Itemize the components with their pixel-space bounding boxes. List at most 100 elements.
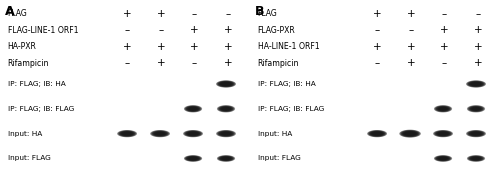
Polygon shape bbox=[217, 105, 235, 112]
Text: Input: HA: Input: HA bbox=[8, 131, 42, 137]
Polygon shape bbox=[118, 130, 136, 137]
Text: –: – bbox=[442, 9, 447, 19]
Polygon shape bbox=[471, 107, 481, 111]
Polygon shape bbox=[468, 106, 484, 112]
Polygon shape bbox=[220, 106, 232, 111]
Text: –: – bbox=[226, 9, 231, 19]
Polygon shape bbox=[474, 133, 478, 135]
Text: –: – bbox=[192, 9, 197, 19]
Polygon shape bbox=[220, 82, 232, 86]
Polygon shape bbox=[473, 157, 480, 160]
Polygon shape bbox=[437, 156, 449, 161]
Text: IP: FLAG; IB: FLAG: IP: FLAG; IB: FLAG bbox=[258, 106, 324, 112]
Text: –: – bbox=[408, 25, 414, 35]
Polygon shape bbox=[374, 133, 380, 135]
Polygon shape bbox=[188, 157, 198, 160]
Polygon shape bbox=[156, 132, 164, 135]
Text: IP: FLAG; IB: HA: IP: FLAG; IB: HA bbox=[8, 81, 65, 87]
Polygon shape bbox=[436, 156, 450, 161]
Polygon shape bbox=[434, 105, 452, 112]
Polygon shape bbox=[220, 156, 232, 161]
Text: HA-LINE-1 ORF1: HA-LINE-1 ORF1 bbox=[258, 42, 320, 51]
Polygon shape bbox=[472, 157, 480, 160]
Text: –: – bbox=[375, 58, 380, 68]
Polygon shape bbox=[122, 132, 132, 136]
Polygon shape bbox=[188, 132, 198, 136]
Polygon shape bbox=[474, 83, 478, 85]
Polygon shape bbox=[370, 131, 385, 137]
Polygon shape bbox=[187, 106, 199, 111]
Polygon shape bbox=[435, 106, 451, 112]
Text: –: – bbox=[442, 58, 447, 68]
Polygon shape bbox=[124, 133, 130, 135]
Polygon shape bbox=[158, 133, 162, 135]
Polygon shape bbox=[441, 158, 446, 159]
Polygon shape bbox=[368, 130, 386, 137]
Polygon shape bbox=[222, 82, 230, 86]
Polygon shape bbox=[221, 157, 231, 160]
Polygon shape bbox=[438, 107, 448, 111]
Text: +: + bbox=[406, 9, 416, 19]
Polygon shape bbox=[185, 156, 201, 161]
Polygon shape bbox=[402, 130, 418, 137]
Polygon shape bbox=[472, 132, 480, 135]
Text: +: + bbox=[440, 42, 449, 52]
Polygon shape bbox=[370, 131, 384, 136]
Polygon shape bbox=[222, 157, 230, 160]
Polygon shape bbox=[433, 130, 453, 137]
Polygon shape bbox=[436, 131, 451, 137]
Polygon shape bbox=[467, 81, 485, 87]
Text: +: + bbox=[123, 42, 132, 52]
Polygon shape bbox=[434, 130, 452, 137]
Text: FLAG: FLAG bbox=[8, 9, 27, 18]
Polygon shape bbox=[470, 106, 482, 111]
Polygon shape bbox=[466, 130, 486, 137]
Polygon shape bbox=[438, 132, 448, 136]
Polygon shape bbox=[468, 131, 484, 137]
Polygon shape bbox=[473, 108, 480, 110]
Polygon shape bbox=[440, 132, 446, 135]
Polygon shape bbox=[122, 132, 132, 135]
Polygon shape bbox=[186, 106, 200, 112]
Polygon shape bbox=[124, 132, 130, 135]
Polygon shape bbox=[186, 131, 200, 136]
Text: Rifampicin: Rifampicin bbox=[258, 59, 299, 68]
Polygon shape bbox=[222, 107, 230, 111]
Polygon shape bbox=[188, 132, 198, 135]
Polygon shape bbox=[189, 157, 197, 160]
Polygon shape bbox=[435, 156, 451, 161]
Text: +: + bbox=[373, 9, 382, 19]
Polygon shape bbox=[222, 132, 230, 135]
Polygon shape bbox=[223, 108, 230, 110]
Polygon shape bbox=[434, 155, 452, 162]
Polygon shape bbox=[218, 81, 234, 87]
Text: +: + bbox=[224, 58, 232, 68]
Polygon shape bbox=[438, 132, 448, 135]
Text: IP: FLAG; IB: HA: IP: FLAG; IB: HA bbox=[258, 81, 316, 87]
Polygon shape bbox=[184, 105, 202, 112]
Polygon shape bbox=[437, 106, 449, 111]
Text: B: B bbox=[255, 5, 264, 18]
Polygon shape bbox=[367, 130, 387, 137]
Text: +: + bbox=[156, 42, 166, 52]
Polygon shape bbox=[224, 133, 228, 135]
Polygon shape bbox=[218, 156, 234, 161]
Polygon shape bbox=[224, 83, 228, 85]
Text: +: + bbox=[474, 25, 482, 35]
Polygon shape bbox=[217, 155, 235, 162]
Polygon shape bbox=[220, 131, 232, 136]
Polygon shape bbox=[474, 108, 478, 110]
Polygon shape bbox=[120, 131, 135, 137]
Polygon shape bbox=[154, 132, 166, 136]
Polygon shape bbox=[218, 131, 234, 137]
Polygon shape bbox=[216, 80, 236, 88]
Polygon shape bbox=[471, 157, 481, 160]
Polygon shape bbox=[154, 131, 167, 136]
Polygon shape bbox=[472, 132, 480, 135]
Polygon shape bbox=[469, 156, 483, 161]
Text: FLAG-LINE-1 ORF1: FLAG-LINE-1 ORF1 bbox=[8, 26, 78, 35]
Polygon shape bbox=[439, 157, 447, 160]
Polygon shape bbox=[222, 83, 230, 85]
Polygon shape bbox=[219, 156, 233, 161]
Polygon shape bbox=[436, 106, 450, 112]
